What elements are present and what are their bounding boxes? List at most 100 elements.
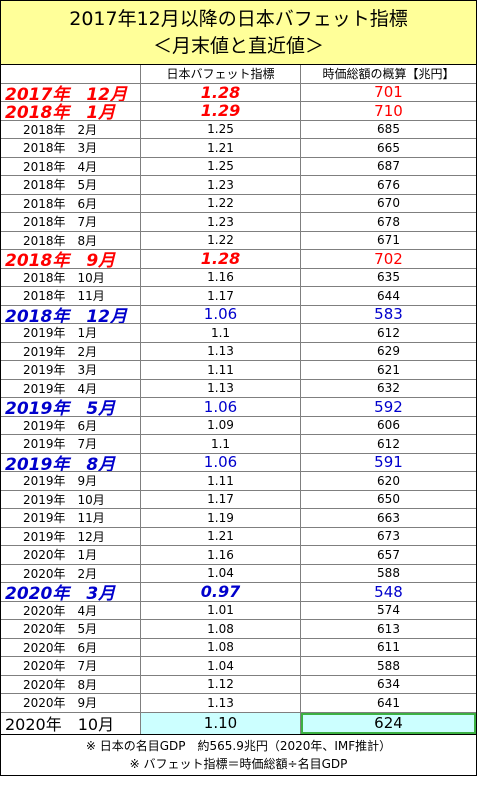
market-cap-cell[interactable]: 613 (377, 621, 400, 636)
period-cell[interactable]: 2020年 4月 (1, 601, 141, 619)
period-cell[interactable]: 2018年 1月 (1, 102, 141, 120)
market-cap-cell[interactable]: 592 (374, 398, 403, 416)
period-cell[interactable]: 2020年 8月 (1, 675, 141, 693)
period-cell[interactable]: 2019年 3月 (1, 361, 141, 379)
ratio-cell[interactable]: 1.12 (141, 675, 301, 693)
period-cell[interactable]: 2018年 10月 (1, 268, 141, 286)
market-cap-cell[interactable]: 678 (377, 214, 400, 229)
ratio-cell[interactable]: 1.23 (141, 213, 301, 231)
period-cell[interactable]: 2020年 1月 (1, 546, 141, 564)
latest-cap-cell-selected[interactable]: 624 (301, 712, 476, 734)
ratio-cell[interactable]: 1.13 (141, 694, 301, 712)
market-cap-cell[interactable]: 548 (374, 583, 403, 601)
ratio-cell[interactable]: 1.11 (141, 361, 301, 379)
ratio-cell[interactable]: 1.04 (141, 657, 301, 675)
market-cap-cell[interactable]: 671 (377, 233, 400, 248)
period-cell[interactable]: 2018年 2月 (1, 120, 141, 138)
ratio-cell[interactable]: 1.06 (141, 453, 301, 471)
market-cap-cell[interactable]: 657 (377, 547, 400, 562)
period-cell[interactable]: 2019年 5月 (1, 398, 141, 416)
ratio-cell[interactable]: 1.21 (141, 139, 301, 157)
ratio-cell[interactable]: 1.23 (141, 176, 301, 194)
ratio-cell[interactable]: 1.22 (141, 194, 301, 212)
period-cell[interactable]: 2019年 2月 (1, 342, 141, 360)
market-cap-cell[interactable]: 612 (377, 436, 400, 451)
ratio-cell[interactable]: 0.97 (141, 583, 301, 601)
header-cell-period[interactable] (1, 65, 141, 83)
market-cap-cell[interactable]: 673 (377, 529, 400, 544)
period-cell[interactable]: 2019年 7月 (1, 435, 141, 453)
ratio-cell[interactable]: 1.09 (141, 416, 301, 434)
period-cell[interactable]: 2019年 8月 (1, 453, 141, 471)
ratio-cell[interactable]: 1.06 (141, 305, 301, 323)
period-cell[interactable]: 2020年 9月 (1, 694, 141, 712)
ratio-cell[interactable]: 1.28 (141, 83, 301, 101)
ratio-cell[interactable]: 1.13 (141, 342, 301, 360)
market-cap-cell[interactable]: 634 (377, 677, 400, 692)
ratio-cell[interactable]: 1.1 (141, 324, 301, 342)
period-cell[interactable]: 2019年 9月 (1, 472, 141, 490)
header-cell-market-cap[interactable]: 時価総額の概算【兆円】 (322, 67, 455, 82)
ratio-cell[interactable]: 1.17 (141, 287, 301, 305)
market-cap-cell[interactable]: 687 (377, 159, 400, 174)
ratio-cell[interactable]: 1.28 (141, 250, 301, 268)
period-cell[interactable]: 2018年 8月 (1, 231, 141, 249)
market-cap-cell[interactable]: 635 (377, 270, 400, 285)
ratio-cell[interactable]: 1.04 (141, 564, 301, 582)
market-cap-cell[interactable]: 620 (377, 473, 400, 488)
market-cap-cell[interactable]: 591 (374, 453, 403, 472)
period-cell[interactable]: 2018年 5月 (1, 176, 141, 194)
ratio-cell[interactable]: 1.25 (141, 157, 301, 175)
market-cap-cell[interactable]: 574 (377, 603, 400, 618)
period-cell[interactable]: 2019年 1月 (1, 324, 141, 342)
market-cap-cell[interactable]: 583 (374, 305, 403, 324)
period-cell[interactable]: 2018年 6月 (1, 194, 141, 212)
ratio-cell[interactable]: 1.25 (141, 120, 301, 138)
market-cap-cell[interactable]: 588 (377, 658, 400, 673)
period-cell[interactable]: 2019年 6月 (1, 416, 141, 434)
period-cell[interactable]: 2018年 4月 (1, 157, 141, 175)
market-cap-cell[interactable]: 702 (374, 250, 403, 268)
ratio-cell[interactable]: 1.1 (141, 435, 301, 453)
ratio-cell[interactable]: 1.08 (141, 620, 301, 638)
market-cap-cell[interactable]: 676 (377, 177, 400, 192)
market-cap-cell[interactable]: 670 (377, 196, 400, 211)
ratio-cell[interactable]: 1.06 (141, 398, 301, 416)
period-cell[interactable]: 2018年 11月 (1, 287, 141, 305)
market-cap-cell[interactable]: 685 (377, 122, 400, 137)
ratio-cell[interactable]: 1.17 (141, 490, 301, 508)
market-cap-cell[interactable]: 665 (377, 140, 400, 155)
ratio-cell[interactable]: 1.11 (141, 472, 301, 490)
market-cap-cell[interactable]: 611 (377, 640, 400, 655)
ratio-cell[interactable]: 1.22 (141, 231, 301, 249)
market-cap-cell[interactable]: 641 (377, 695, 400, 710)
period-cell[interactable]: 2019年 10月 (1, 490, 141, 508)
market-cap-cell[interactable]: 663 (377, 510, 400, 525)
market-cap-cell[interactable]: 644 (377, 288, 400, 303)
latest-period-cell[interactable]: 2020年 10月 (1, 712, 141, 734)
ratio-cell[interactable]: 1.16 (141, 268, 301, 286)
market-cap-cell[interactable]: 629 (377, 344, 400, 359)
market-cap-cell[interactable]: 632 (377, 381, 400, 396)
market-cap-cell[interactable]: 701 (374, 83, 403, 102)
market-cap-cell[interactable]: 606 (377, 418, 400, 433)
market-cap-cell[interactable]: 612 (377, 325, 400, 340)
ratio-cell[interactable]: 1.16 (141, 546, 301, 564)
period-cell[interactable]: 2018年 12月 (1, 305, 141, 323)
period-cell[interactable]: 2020年 2月 (1, 564, 141, 582)
market-cap-cell[interactable]: 650 (377, 492, 400, 507)
ratio-cell[interactable]: 1.29 (141, 102, 301, 120)
period-cell[interactable]: 2019年 4月 (1, 379, 141, 397)
latest-ratio-cell[interactable]: 1.10 (141, 712, 301, 734)
period-cell[interactable]: 2020年 7月 (1, 657, 141, 675)
market-cap-cell[interactable]: 588 (377, 566, 400, 581)
ratio-cell[interactable]: 1.21 (141, 527, 301, 545)
market-cap-cell[interactable]: 621 (377, 362, 400, 377)
period-cell[interactable]: 2020年 6月 (1, 638, 141, 656)
ratio-cell[interactable]: 1.08 (141, 638, 301, 656)
period-cell[interactable]: 2020年 5月 (1, 620, 141, 638)
period-cell[interactable]: 2018年 3月 (1, 139, 141, 157)
period-cell[interactable]: 2019年 11月 (1, 509, 141, 527)
ratio-cell[interactable]: 1.13 (141, 379, 301, 397)
period-cell[interactable]: 2017年 12月 (1, 83, 141, 101)
